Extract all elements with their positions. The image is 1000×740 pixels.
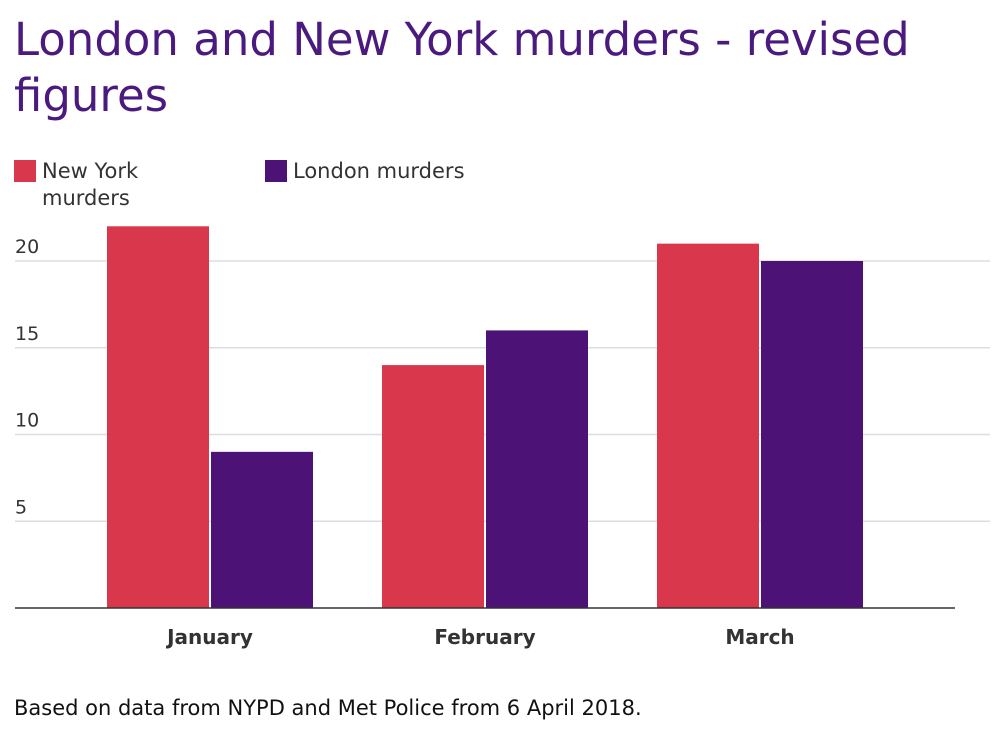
bar-new-york-february xyxy=(382,365,484,608)
bar-london-march xyxy=(761,261,863,608)
bar-london-february xyxy=(486,330,588,608)
y-tick-label: 15 xyxy=(15,323,39,345)
legend-label: London murders xyxy=(293,159,465,183)
y-tick-label: 10 xyxy=(15,410,39,432)
bar-london-january xyxy=(211,451,313,608)
bar-new-york-march xyxy=(657,243,759,608)
y-tick-label: 5 xyxy=(15,496,27,518)
chart-title: London and New York murders - revised fi… xyxy=(14,13,910,122)
legend-swatch-london xyxy=(265,160,287,182)
y-tick-label: 20 xyxy=(15,236,39,258)
source-note: Based on data from NYPD and Met Police f… xyxy=(14,696,642,720)
bar-new-york-january xyxy=(107,226,209,609)
x-tick-label: February xyxy=(434,625,535,649)
x-tick-label: March xyxy=(725,625,794,649)
legend-label: New York murders xyxy=(42,159,139,210)
legend-item-new-york: New York murders xyxy=(14,158,154,212)
legend-swatch-new-york xyxy=(14,160,36,182)
x-tick-label: January xyxy=(165,625,253,649)
legend-item-london: London murders xyxy=(265,158,465,185)
